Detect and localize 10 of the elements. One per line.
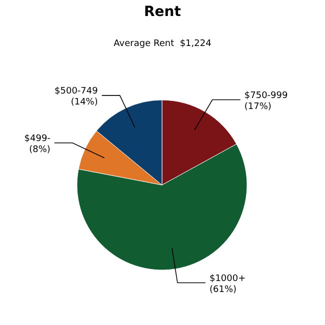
slice-label: $499- <box>24 134 50 144</box>
data-label: (14%) <box>70 97 98 108</box>
chart-subtitle: Average Rent $1,224 <box>114 39 212 49</box>
slice-label: $1000+ <box>209 274 246 284</box>
data-label: (61%) <box>209 284 237 295</box>
slice-label: $500-749 <box>54 86 98 96</box>
slice-label: $750-999 <box>244 90 288 101</box>
chart-title: Rent <box>144 4 182 20</box>
data-label: (8%) <box>29 144 50 155</box>
data-label: (17%) <box>244 102 272 112</box>
